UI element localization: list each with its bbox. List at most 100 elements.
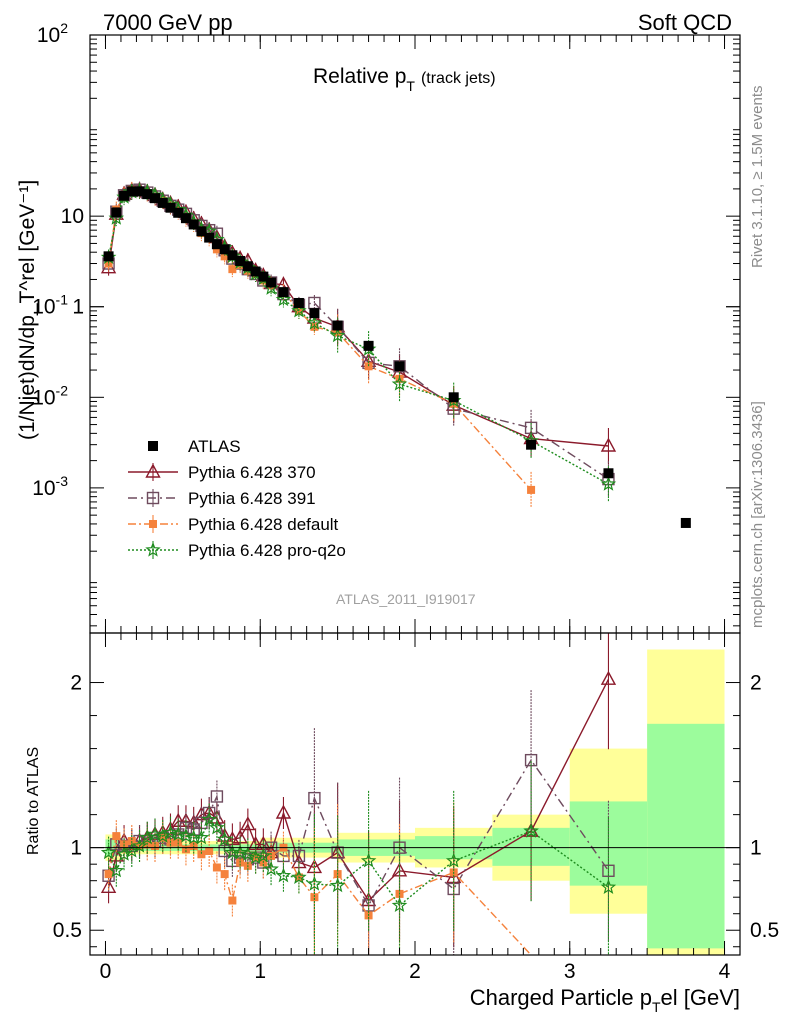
- atlas-data-point: [173, 207, 184, 218]
- pythia-6-428-pro-q2o-ratio-point: [306, 875, 323, 891]
- atlas-data-point: [157, 197, 168, 208]
- atlas-data-point: [134, 186, 145, 197]
- pythia-6-428-default-ratio-point: [212, 863, 221, 872]
- atlas-data-point: [603, 468, 614, 479]
- pythia-6-428-pro-q2o-ratio-point: [523, 823, 539, 838]
- pythia-6-428-370-point: [600, 437, 617, 452]
- header-left: 7000 GeV pp: [103, 10, 233, 35]
- legend-marker: [145, 541, 161, 557]
- plot-title: Relative pT (track jets): [313, 65, 496, 94]
- pythia-6-428-pro-q2o-ratio-point: [255, 847, 272, 863]
- pythia-6-428-default-point: [228, 265, 237, 274]
- atlas-data-point: [126, 186, 137, 197]
- x-axis-label-sub: T: [652, 999, 661, 1015]
- x-tick-label: 1: [254, 960, 266, 983]
- stat-uncertainty-band: [647, 723, 725, 949]
- pythia-6-428-default-ratio-point: [310, 893, 319, 902]
- y-tick-label: 10-2: [32, 382, 68, 409]
- pythia-6-428-pro-q2o-ratio-point: [360, 852, 377, 868]
- legend-label: Pythia 6.428 370: [188, 463, 316, 482]
- atlas-data-point: [332, 320, 343, 331]
- pythia-6-428-pro-q2o-ratio-point: [216, 831, 233, 847]
- y-tick-base: 10: [37, 24, 60, 47]
- legend-marker: [145, 463, 161, 478]
- atlas-data-point: [150, 193, 160, 204]
- x-axis-label-main: Charged Particle p: [470, 985, 652, 1010]
- y-tick-exponent: -3: [56, 473, 69, 489]
- atlas-data-point: [293, 297, 304, 308]
- ratio-y-tick-label-left: 1: [70, 837, 82, 860]
- pythia-6-428-370-ratio-point: [275, 804, 292, 819]
- ratio-y-tick-label-right: 1: [750, 837, 762, 860]
- y-tick-label: 102: [37, 20, 68, 47]
- pythia-6-428-default-ratio-point: [197, 850, 206, 859]
- pythia-6-428-default-ratio-point: [267, 851, 276, 860]
- pythia-6-428-pro-q2o-ratio-point: [162, 824, 179, 840]
- y-axis-label: (1/Njet)dN/dp_T^rel [GeV⁻¹]: [16, 180, 39, 440]
- atlas-data-point: [363, 340, 374, 351]
- pythia-6-428-pro-q2o-ratio-point: [108, 862, 125, 878]
- ratio-plot-series: [100, 633, 617, 956]
- pythia-6-428-pro-q2o-point: [600, 475, 617, 491]
- legend-marker: [146, 491, 160, 505]
- legend-marker: [149, 520, 157, 528]
- y-tick-exponent: -1: [56, 292, 69, 308]
- pythia-6-428-pro-q2o-ratio-point: [193, 829, 210, 845]
- y-tick-base: 10: [61, 205, 84, 228]
- pythia-6-428-pro-q2o-point: [329, 327, 346, 343]
- x-axis-label-suffix: el [GeV]: [661, 985, 740, 1010]
- analysis-watermark: ATLAS_2011_I919017: [336, 591, 476, 607]
- pythia-6-428-pro-q2o-ratio-point: [170, 826, 186, 842]
- pythia-6-428-default-point: [527, 485, 536, 494]
- atlas-data-point: [103, 251, 114, 262]
- pythia-6-428-pro-q2o-point: [291, 302, 307, 318]
- pythia-6-428-pro-q2o-ratio-point: [263, 860, 279, 876]
- atlas-data-point: [204, 232, 215, 243]
- y-tick-base: 1: [72, 296, 84, 319]
- pythia-6-428-pro-q2o-ratio-point: [391, 897, 408, 913]
- atlas-data-point: [119, 190, 130, 201]
- pythia-6-428-pro-q2o-ratio-point: [131, 837, 148, 853]
- pythia-6-428-370-ratio-point: [600, 670, 617, 685]
- pythia-6-428-default-point: [220, 252, 229, 261]
- atlas-data-point: [266, 277, 277, 288]
- pythia-6-428-391-ratio-point: [210, 790, 224, 803]
- atlas-data-point: [448, 392, 459, 403]
- legend-label: Pythia 6.428 default: [188, 515, 339, 534]
- legend-marker: [148, 441, 158, 451]
- pythia-6-428-pro-q2o-ratio-point: [329, 877, 346, 893]
- x-tick-label: 2: [409, 960, 421, 983]
- pythia-6-428-pro-q2o-ratio-point: [100, 844, 117, 860]
- y-tick-exponent: 2: [60, 20, 68, 36]
- atlas-data-point: [309, 308, 320, 319]
- pythia-6-428-default-point: [364, 362, 373, 371]
- pythia-6-428-default-point: [212, 245, 221, 254]
- header-right: Soft QCD: [638, 10, 732, 35]
- atlas-data-point: [235, 255, 246, 266]
- pythia-6-428-default-ratio-point: [220, 870, 229, 879]
- pythia-6-428-391-ratio-point: [308, 791, 321, 805]
- pythia-6-428-pro-q2o-ratio-point: [209, 819, 225, 835]
- y-tick-exponent: -2: [56, 382, 69, 398]
- pythia-6-428-default-point: [333, 328, 342, 337]
- y-tick-base: 10: [32, 296, 55, 319]
- plot-title-main: Relative p: [313, 65, 406, 88]
- atlas-data-point: [227, 250, 238, 261]
- atlas-data-point: [242, 261, 253, 272]
- pythia-6-428-default-ratio-point: [205, 846, 214, 855]
- pythia-6-428-pro-q2o-ratio-point: [232, 844, 248, 860]
- y-tick-base: 10: [32, 386, 55, 409]
- pythia-6-428-default-point: [104, 259, 113, 268]
- pythia-6-428-default-point: [310, 322, 319, 331]
- plot-title-sub: T: [406, 78, 415, 94]
- pythia-6-428-default-ratio-point: [181, 845, 190, 854]
- pythia-6-428-pro-q2o-ratio-point: [275, 867, 292, 883]
- y-tick-label: 1: [72, 296, 84, 319]
- legend-label: Pythia 6.428 391: [188, 489, 316, 508]
- atlas-data-point: [142, 189, 153, 200]
- atlas-data-point: [111, 207, 122, 218]
- pythia-6-428-default-ratio-point: [112, 832, 121, 841]
- atlas-data-point: [526, 439, 537, 450]
